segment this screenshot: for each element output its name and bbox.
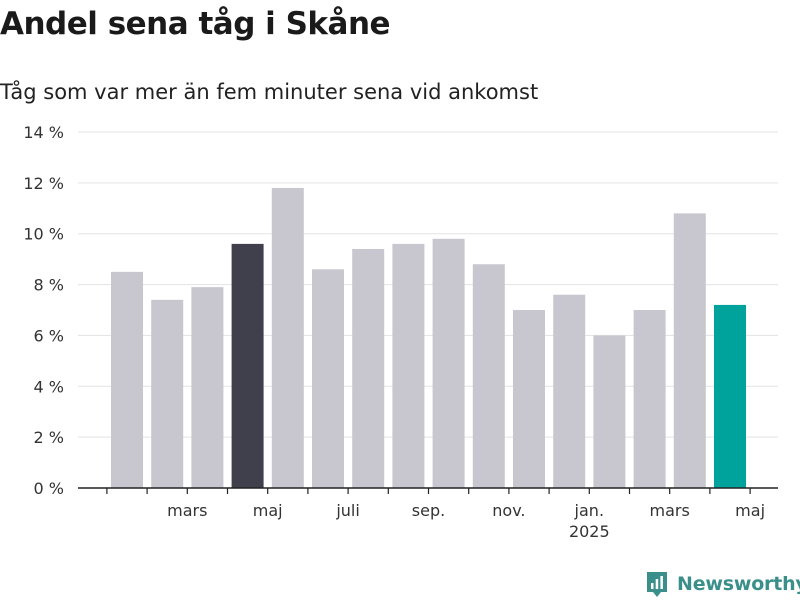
bar xyxy=(432,238,465,488)
y-tick-label: 12 % xyxy=(23,174,64,193)
chart-title: Andel sena tåg i Skåne xyxy=(0,6,391,42)
bar xyxy=(231,243,264,488)
y-tick-label: 14 % xyxy=(23,123,64,142)
bar xyxy=(271,187,304,488)
bar xyxy=(352,248,385,488)
bar xyxy=(553,294,586,488)
bar xyxy=(633,310,666,488)
y-tick-label: 8 % xyxy=(34,276,64,295)
x-tick-label: mars xyxy=(167,501,207,520)
y-tick-label: 10 % xyxy=(23,225,64,244)
x-tick-label: juli xyxy=(335,501,359,520)
bar xyxy=(513,310,545,488)
bar xyxy=(151,299,184,488)
bar-chart: 0 % 2 % 4 % 6 % 8 % 10 % 12 % 14 % mars maj juli se… xyxy=(23,123,778,541)
bar xyxy=(392,243,425,488)
bar xyxy=(472,264,505,488)
brand: Newsworthy xyxy=(645,569,800,599)
chart-subtitle: Tåg som var mer än fem minuter sena vid … xyxy=(0,80,539,104)
newsworthy-logo-icon xyxy=(647,572,667,597)
bar xyxy=(593,335,626,488)
x-tick-label: maj xyxy=(735,501,765,520)
x-tick-label: mars xyxy=(650,501,690,520)
y-tick-label: 0 % xyxy=(34,479,64,498)
bar xyxy=(111,271,143,488)
y-tick-label: 4 % xyxy=(34,377,64,396)
x-tick-label: jan. xyxy=(574,501,604,520)
bar xyxy=(714,304,746,488)
y-tick-label: 6 % xyxy=(34,326,64,345)
y-tick-label: 2 % xyxy=(34,428,64,447)
bar xyxy=(312,269,344,488)
x-tick-label: maj xyxy=(253,501,283,520)
x-tick-label: nov. xyxy=(492,501,525,520)
bar xyxy=(191,287,224,488)
bar xyxy=(673,213,706,488)
x-tick-sublabel: 2025 xyxy=(569,522,610,541)
x-tick-label: sep. xyxy=(412,501,445,520)
brand-name: Newsworthy xyxy=(677,573,800,595)
